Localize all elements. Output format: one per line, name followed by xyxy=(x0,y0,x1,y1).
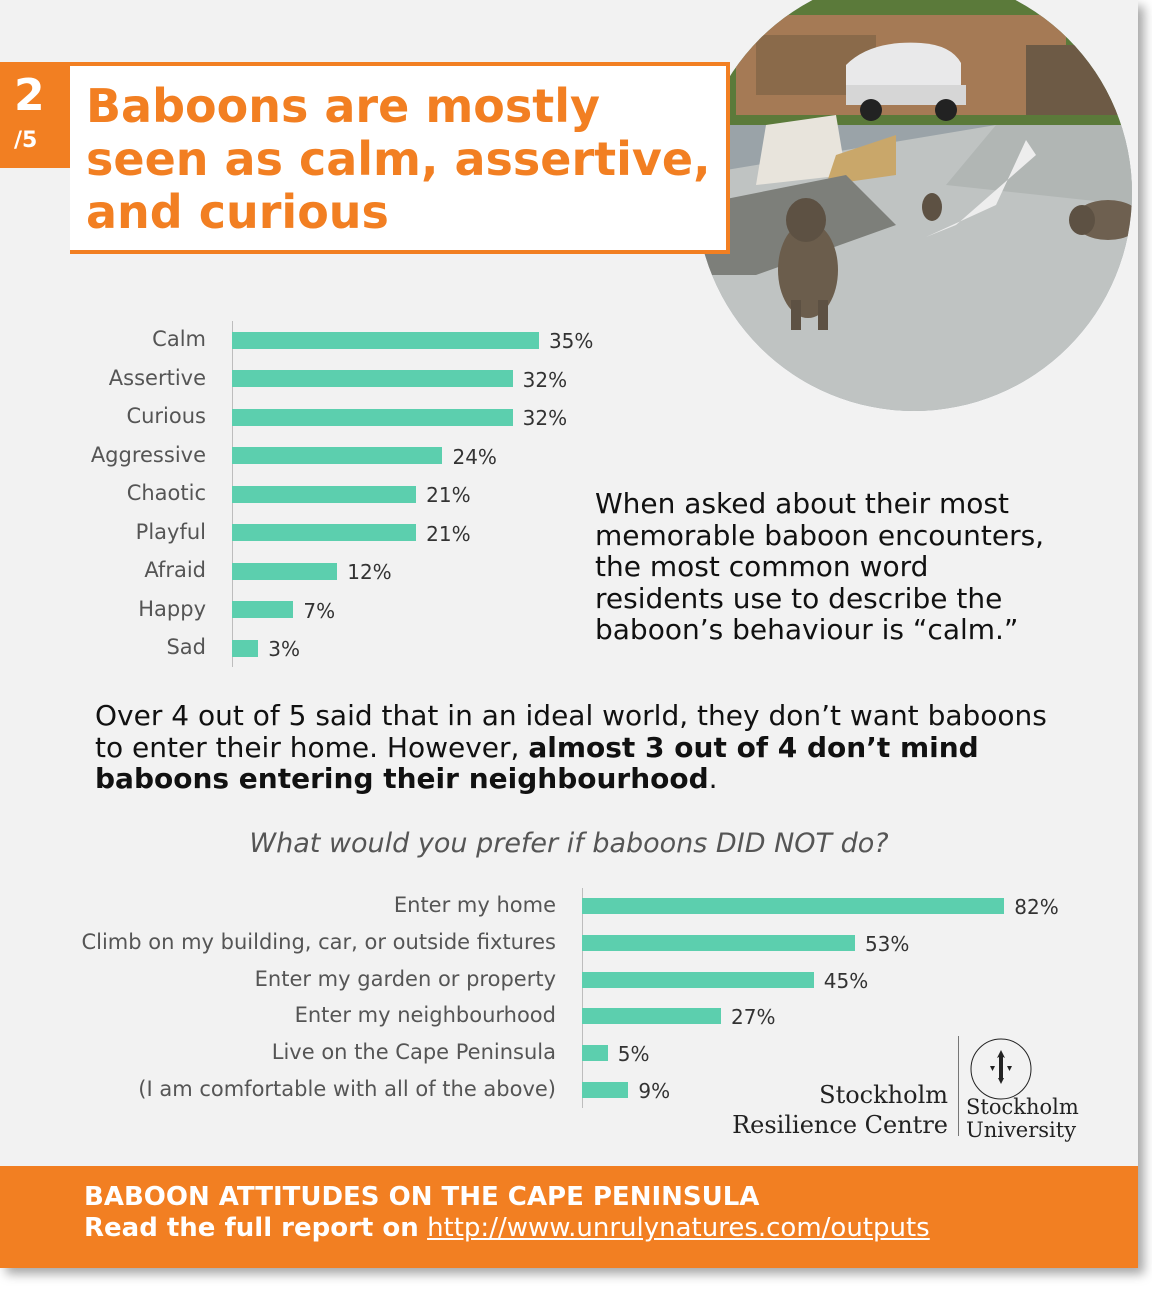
bar-label: Curious xyxy=(126,404,206,428)
bar-label: Happy xyxy=(138,596,206,621)
bar xyxy=(232,370,513,387)
bar-label: Assertive xyxy=(108,365,206,390)
title-box: Baboons are mostly seen as calm, asserti… xyxy=(70,62,730,254)
src-logo-line1: Stockholm xyxy=(819,1081,948,1109)
bar xyxy=(232,331,539,349)
chart2-title: What would you prefer if baboons DID NOT… xyxy=(249,828,889,859)
bar-value-label: 32% xyxy=(522,367,568,392)
bar-value-label: 35% xyxy=(548,329,594,353)
chart-axis xyxy=(582,887,583,1109)
bar-value-label: 27% xyxy=(731,1005,776,1030)
bar-label: Enter my home xyxy=(393,893,556,917)
infographic-card: 2 /5 Baboons are mostly seen as calm, as… xyxy=(0,0,1138,1268)
bar xyxy=(232,562,338,580)
bar xyxy=(582,1082,629,1098)
bar-value-label: 21% xyxy=(426,483,471,507)
summary-bold: almost 3 out of 4 don’t mind baboons ent… xyxy=(95,730,979,795)
bar-value-label: 5% xyxy=(617,1042,650,1067)
baboons-street-photo xyxy=(696,0,1132,411)
bar xyxy=(582,1008,722,1025)
bar xyxy=(232,485,417,503)
summary-part1: Over 4 out of 5 said that in an ideal wo… xyxy=(95,699,1047,764)
bar-label: Afraid xyxy=(144,558,206,582)
bar xyxy=(232,601,294,618)
page-title: Baboons are mostly seen as calm, asserti… xyxy=(86,79,711,239)
bar-label: Sad xyxy=(166,635,206,659)
bar-label: Climb on my building, car, or outside fi… xyxy=(81,929,556,954)
summary-text: Over 4 out of 5 said that in an ideal wo… xyxy=(95,700,1055,795)
footer-title: BABOON ATTITUDES ON THE CAPE PENINSULA xyxy=(84,1182,760,1212)
bar-value-label: 12% xyxy=(347,560,392,584)
bar xyxy=(232,524,417,541)
bar xyxy=(232,639,259,657)
bar-value-label: 45% xyxy=(823,968,869,993)
bar xyxy=(232,447,443,464)
logo-divider xyxy=(958,1036,959,1136)
bar-label: Chaotic xyxy=(126,481,206,505)
university-seal-icon xyxy=(970,1038,1032,1100)
bar-value-label: 24% xyxy=(452,444,497,469)
su-logo-line2: University xyxy=(966,1118,1077,1142)
bar-label: Aggressive xyxy=(90,442,206,467)
su-logo-line1: Stockholm xyxy=(966,1095,1079,1119)
src-logo-line2: Resilience Centre xyxy=(732,1111,948,1139)
bar xyxy=(582,898,1005,914)
slide-number-badge: 2 /5 xyxy=(0,62,70,168)
su-logo: Stockholm University xyxy=(966,1096,1079,1142)
src-logo: Stockholm Resilience Centre xyxy=(700,1080,948,1140)
bar-label: (I am comfortable with all of the above) xyxy=(138,1077,556,1101)
summary-part2: . xyxy=(708,762,718,795)
bar-label: Calm xyxy=(152,327,206,351)
bar-value-label: 32% xyxy=(522,406,568,430)
bar-value-label: 82% xyxy=(1014,895,1059,919)
bar-value-label: 9% xyxy=(638,1079,671,1103)
bar xyxy=(232,408,513,426)
bar xyxy=(582,971,814,988)
bar-label: Enter my neighbourhood xyxy=(294,1003,556,1028)
bar-value-label: 7% xyxy=(303,598,336,623)
bar xyxy=(582,1045,608,1062)
bar xyxy=(582,934,855,951)
footer-banner: BABOON ATTITUDES ON THE CAPE PENINSULA R… xyxy=(0,1166,1138,1268)
bar-value-label: 3% xyxy=(268,637,301,661)
bar-value-label: 21% xyxy=(426,521,471,546)
bar-label: Live on the Cape Peninsula xyxy=(271,1040,556,1065)
slide-number: 2 xyxy=(14,70,45,121)
bar-label: Enter my garden or property xyxy=(254,966,556,991)
footer-read-label: Read the full report on xyxy=(84,1213,419,1243)
bar-value-label: 53% xyxy=(864,931,910,956)
description-text: When asked about their most memorable ba… xyxy=(595,487,1045,646)
footer-read-line: Read the full report on http://www.unrul… xyxy=(84,1213,930,1243)
bar-label: Playful xyxy=(135,519,206,544)
slide-number-total: /5 xyxy=(14,128,38,153)
report-link[interactable]: http://www.unrulynatures.com/outputs xyxy=(427,1213,930,1243)
